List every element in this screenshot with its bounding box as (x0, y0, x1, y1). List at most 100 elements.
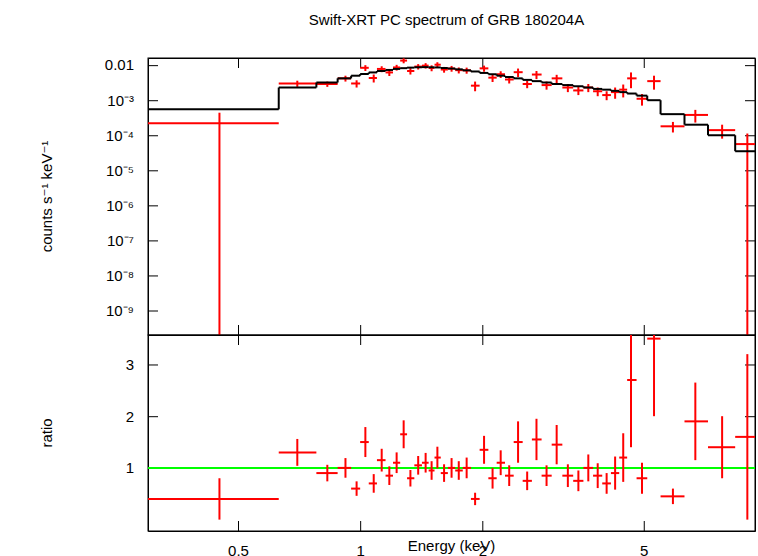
data-point (497, 450, 505, 475)
y-tick: 10⁻⁹ (106, 302, 158, 319)
y-tick-label: 10⁻⁴ (106, 127, 134, 144)
data-point (573, 87, 583, 95)
data-point (429, 65, 435, 71)
x-axis-title: Energy (keV) (408, 537, 496, 554)
x-axis-line (149, 335, 756, 336)
y-error-bar (500, 450, 502, 475)
y-error-bar (466, 458, 468, 479)
model-step-riser (447, 67, 449, 70)
y-error-bar (364, 65, 366, 71)
y-error-bar (672, 489, 674, 505)
model-step-riser (646, 96, 648, 101)
y-error-bar (474, 493, 476, 505)
y-tick-mark (148, 135, 158, 136)
data-point (148, 113, 279, 335)
y-tick-label: 10⁻⁹ (106, 302, 134, 319)
y-error-bar (556, 75, 558, 83)
model-step-riser (368, 72, 370, 74)
data-point (523, 81, 532, 88)
y-tick (745, 65, 755, 66)
x-error-bar (148, 498, 279, 500)
y-error-bar (694, 110, 696, 123)
data-point (602, 91, 611, 100)
y-tick-label: 10⁻⁸ (106, 267, 134, 284)
data-point (532, 71, 542, 79)
x-tick (238, 335, 239, 345)
x-tick-mark (482, 521, 483, 531)
x-error-bar (735, 143, 755, 145)
model-step-segment (637, 95, 648, 97)
y-error-bar (556, 425, 558, 464)
y-tick-mark (745, 100, 755, 101)
x-tick (238, 325, 239, 335)
y-error-bar (517, 69, 519, 77)
x-tick-mark (360, 325, 361, 335)
model-step-segment (393, 68, 400, 70)
y-tick-label: 1 (126, 459, 134, 476)
data-point (429, 461, 435, 480)
y-error-bar (474, 82, 476, 92)
data-point (661, 122, 685, 133)
y-error-bar (577, 470, 579, 491)
model-step-riser (434, 66, 436, 68)
model-step-riser (413, 66, 415, 68)
data-point (647, 335, 660, 416)
data-point (422, 63, 429, 68)
y-error-bar (746, 354, 748, 519)
data-point (602, 473, 611, 494)
y-error-bar (567, 464, 569, 487)
model-step-segment (619, 91, 627, 93)
data-point (552, 75, 563, 83)
x-error-bar (463, 69, 471, 71)
y-axis-title: counts s⁻¹ keV⁻¹ (38, 141, 55, 253)
data-point (386, 70, 393, 76)
data-point (393, 452, 400, 473)
x-tick-label: 1 (356, 542, 364, 556)
y-axis: 1 2 3 (126, 336, 158, 532)
y-error-bar (364, 427, 366, 457)
y-error-bar (425, 453, 427, 473)
y-tick: 10⁻⁵ (106, 162, 158, 179)
model-step-riser (551, 82, 553, 83)
x-error-bar (148, 122, 279, 124)
model-step-riser (660, 100, 662, 114)
data-point (316, 465, 337, 482)
data-point (407, 470, 414, 487)
y-error-bar (483, 436, 485, 464)
model-step-riser (421, 66, 423, 68)
y-tick: 0.01 (105, 56, 158, 73)
y-error-bar (526, 472, 528, 491)
y-error-bar (614, 88, 616, 99)
model-step-segment (627, 93, 636, 95)
data-point (414, 64, 422, 69)
y-tick-label: 10⁻⁷ (107, 232, 134, 249)
model-step-riser (636, 94, 638, 96)
y-error-bar (218, 478, 220, 519)
data-point (593, 463, 602, 488)
x-tick (644, 335, 645, 345)
y-tick (745, 100, 755, 101)
y-tick-mark (148, 364, 158, 365)
data-point (316, 82, 337, 87)
data-point (708, 125, 735, 139)
data-point (448, 458, 455, 478)
model-step-segment (400, 67, 407, 69)
data-point (573, 470, 583, 491)
x-error-bar (338, 467, 351, 469)
model-step-segment (407, 67, 414, 69)
data-point (463, 68, 471, 74)
y-error-bar (630, 335, 632, 447)
y-error-bar (443, 464, 445, 482)
y-tick: 3 (126, 356, 158, 373)
x-tick (644, 325, 645, 335)
model-step-riser (406, 67, 408, 70)
model-step-segment (602, 89, 611, 91)
model-step-riser (541, 81, 543, 82)
data-point (369, 474, 377, 493)
y-tick-mark (148, 416, 158, 417)
y-tick-label: 2 (126, 407, 134, 424)
data-point (637, 94, 648, 106)
plot-area (148, 335, 755, 520)
data-point (422, 453, 429, 473)
model-step-segment (661, 113, 685, 115)
